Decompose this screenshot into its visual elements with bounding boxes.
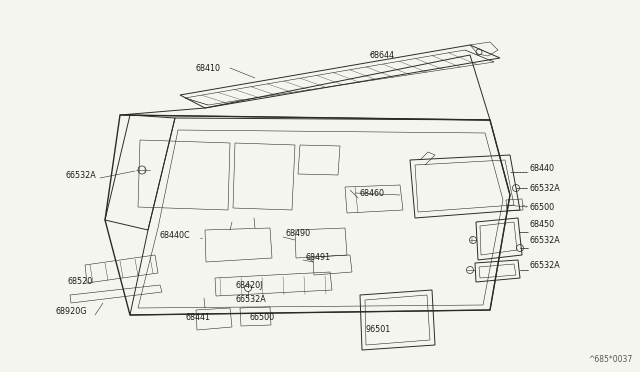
Text: 68440: 68440 (530, 164, 555, 173)
Text: 68410: 68410 (195, 64, 220, 73)
Text: 68491: 68491 (305, 253, 330, 262)
Text: 66500: 66500 (250, 314, 275, 323)
Text: 66500: 66500 (530, 202, 555, 212)
Text: 68460: 68460 (360, 189, 385, 198)
Text: 68520: 68520 (68, 276, 93, 285)
Text: 68490: 68490 (285, 228, 310, 237)
Text: 96501: 96501 (365, 326, 390, 334)
Text: 66532A: 66532A (530, 235, 561, 244)
Text: 66532A: 66532A (235, 295, 266, 305)
Text: 68450: 68450 (530, 219, 555, 228)
Text: 66532A: 66532A (65, 170, 96, 180)
Text: 68920G: 68920G (55, 308, 86, 317)
Text: 68441: 68441 (185, 314, 210, 323)
Text: 68644: 68644 (370, 51, 395, 60)
Text: 68420J: 68420J (235, 280, 262, 289)
Text: ^685*0037: ^685*0037 (588, 355, 632, 364)
Text: 68440C: 68440C (160, 231, 191, 240)
Text: 66532A: 66532A (530, 260, 561, 269)
Text: 66532A: 66532A (530, 183, 561, 192)
